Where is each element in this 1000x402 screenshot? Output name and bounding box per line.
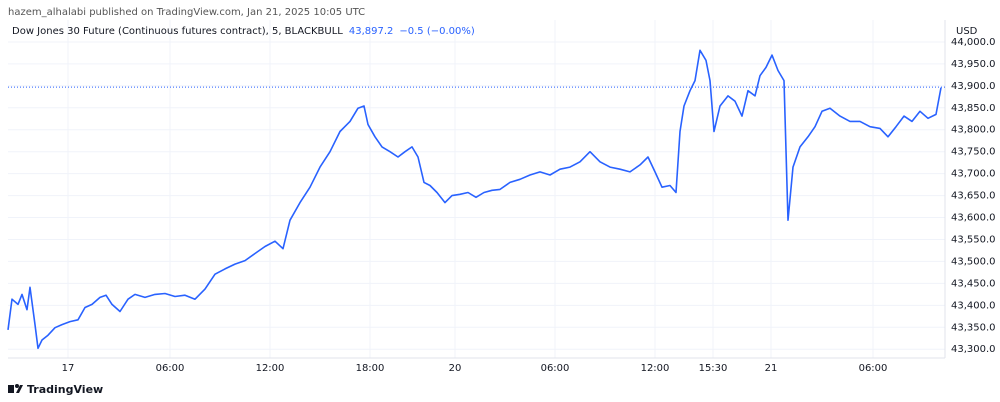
y-tick-label: 43,850.0	[951, 103, 996, 114]
grid	[8, 20, 945, 358]
x-tick-label: 20	[449, 363, 462, 374]
x-tick-label: 15:30	[699, 363, 728, 374]
y-tick-label: 43,550.0	[951, 234, 996, 245]
y-tick-label: 43,950.0	[951, 59, 996, 70]
y-tick-label: 43,300.0	[951, 344, 996, 355]
price-line	[7, 49, 942, 350]
y-tick-label: 44,000.0	[951, 37, 996, 48]
x-tick-label: 12:00	[641, 363, 670, 374]
last-price: 43,897.2	[349, 26, 394, 37]
y-tick-label: 43,900.0	[951, 81, 996, 92]
chart-title: Dow Jones 30 Future (Continuous futures …	[12, 26, 343, 37]
y-tick-label: 43,400.0	[951, 300, 996, 311]
x-tick-label: 18:00	[356, 363, 385, 374]
y-tick-label: 43,700.0	[951, 169, 996, 180]
brand: TradingView	[27, 383, 103, 396]
y-tick-label: 43,500.0	[951, 256, 996, 267]
x-tick-label: 06:00	[541, 363, 570, 374]
price-change: −0.5 (−0.00%)	[399, 26, 475, 37]
y-tick-label: 43,600.0	[951, 213, 996, 224]
y-tick-label: 43,800.0	[951, 125, 996, 136]
currency: USD	[956, 26, 978, 37]
x-tick-label: 17	[62, 363, 75, 374]
x-tick-label: 06:00	[156, 363, 185, 374]
brand-logo	[8, 384, 23, 393]
x-tick-label: 21	[765, 363, 778, 374]
x-tick-label: 12:00	[256, 363, 285, 374]
y-tick-label: 43,350.0	[951, 322, 996, 333]
publisher-note: hazem_alhalabi published on TradingView.…	[8, 7, 365, 18]
y-tick-label: 43,650.0	[951, 191, 996, 202]
x-tick-label: 06:00	[859, 363, 888, 374]
y-tick-label: 43,750.0	[951, 147, 996, 158]
y-tick-label: 43,450.0	[951, 278, 996, 289]
